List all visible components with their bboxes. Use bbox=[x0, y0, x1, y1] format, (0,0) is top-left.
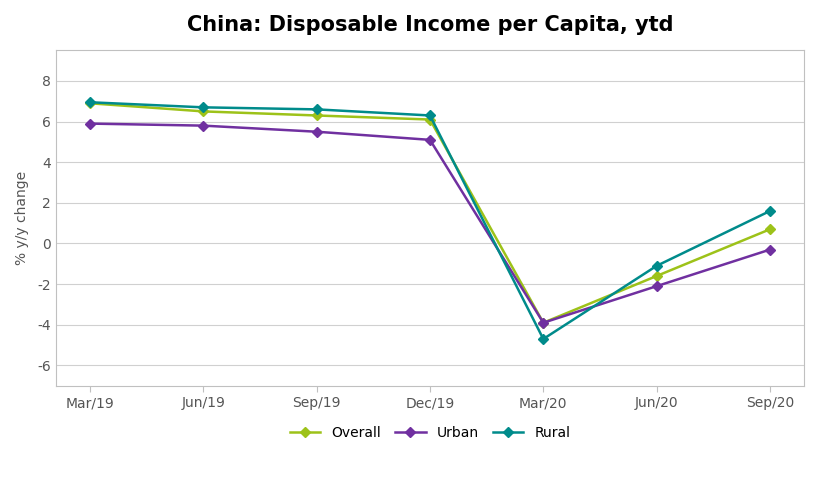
Overall bbox=[312, 112, 322, 118]
Line: Urban: Urban bbox=[87, 120, 773, 326]
Urban bbox=[538, 320, 548, 326]
Rural bbox=[85, 99, 95, 105]
Urban bbox=[652, 283, 662, 289]
Overall bbox=[538, 320, 548, 326]
Urban bbox=[85, 121, 95, 127]
Rural bbox=[198, 104, 208, 110]
Rural bbox=[312, 106, 322, 112]
Overall bbox=[765, 226, 775, 232]
Title: China: Disposable Income per Capita, ytd: China: Disposable Income per Capita, ytd bbox=[187, 15, 673, 35]
Overall bbox=[652, 273, 662, 279]
Line: Overall: Overall bbox=[87, 100, 773, 326]
Overall bbox=[85, 100, 95, 106]
Urban bbox=[198, 123, 208, 129]
Rural bbox=[425, 112, 435, 118]
Urban bbox=[425, 137, 435, 143]
Y-axis label: % y/y change: % y/y change bbox=[15, 171, 29, 265]
Overall bbox=[198, 108, 208, 114]
Urban bbox=[765, 246, 775, 253]
Legend: Overall, Urban, Rural: Overall, Urban, Rural bbox=[284, 421, 576, 446]
Rural bbox=[538, 336, 548, 342]
Overall bbox=[425, 117, 435, 123]
Rural bbox=[652, 263, 662, 269]
Rural bbox=[765, 208, 775, 214]
Line: Rural: Rural bbox=[87, 99, 773, 343]
Urban bbox=[312, 129, 322, 135]
